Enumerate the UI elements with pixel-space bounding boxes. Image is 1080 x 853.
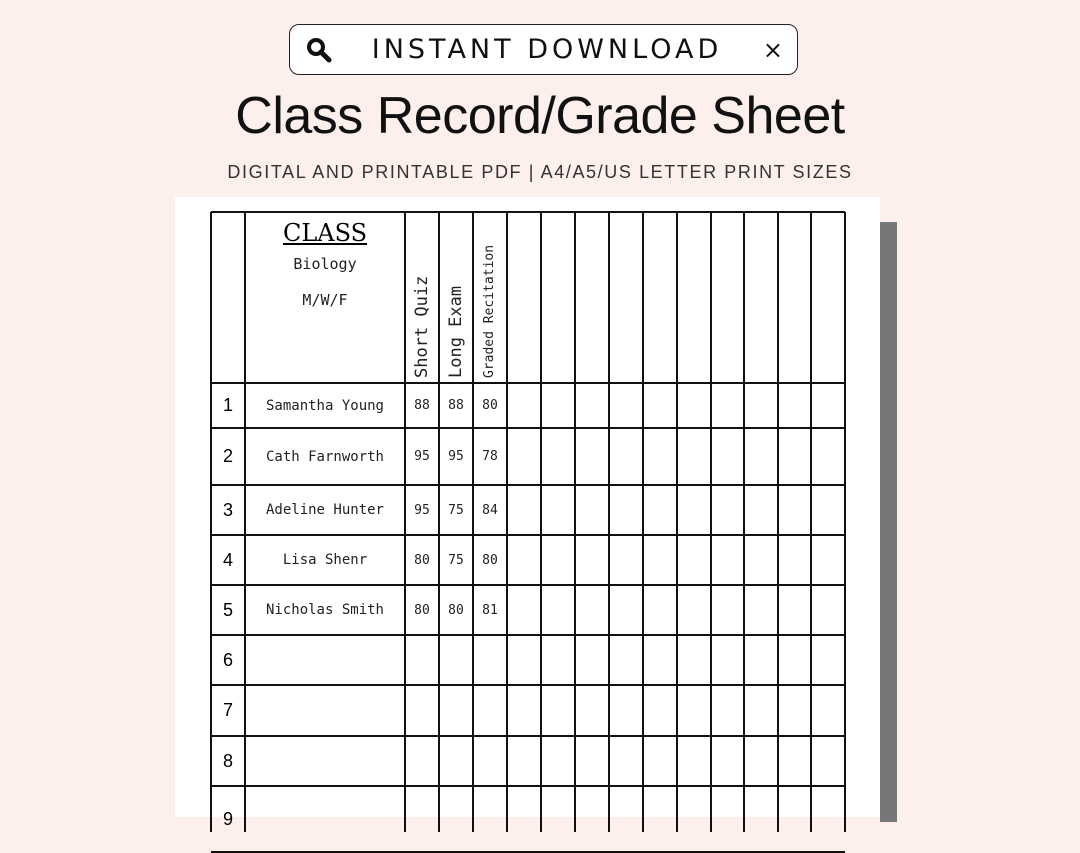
score-cell[interactable] (439, 736, 473, 786)
grid-line (438, 212, 440, 832)
row-number: 8 (222, 750, 233, 771)
score-cell[interactable]: 78 (482, 449, 498, 464)
score-cell[interactable] (439, 635, 473, 685)
score-cell[interactable] (405, 685, 439, 736)
class-label: CLASS (282, 219, 368, 247)
grid-line (211, 427, 845, 429)
row-number: 2 (222, 446, 233, 466)
subject: Biology (293, 255, 357, 273)
student-name[interactable] (245, 685, 405, 736)
score-cell[interactable] (405, 635, 439, 685)
grid-line (506, 212, 508, 832)
score-cell[interactable]: 95 (414, 502, 430, 518)
grid-line (810, 212, 812, 832)
score-cell[interactable]: 75 (448, 502, 464, 518)
grid-line (211, 684, 845, 686)
student-name[interactable]: Lisa Shenr (282, 552, 368, 568)
score-cell[interactable]: 80 (414, 552, 430, 568)
instant-download-banner: INSTANT DOWNLOAD × (289, 24, 798, 75)
score-cell[interactable]: 80 (448, 602, 464, 618)
score-cell[interactable] (473, 685, 507, 736)
sheet-shadow (880, 222, 897, 822)
score-cell[interactable]: 75 (448, 552, 464, 568)
grid-line (211, 534, 845, 536)
grid-line (642, 212, 644, 832)
score-cell[interactable] (405, 736, 439, 786)
student-name[interactable] (245, 635, 405, 685)
row-number: 6 (222, 649, 233, 670)
score-cell[interactable]: 95 (448, 449, 464, 464)
grid-line (777, 212, 779, 832)
score-cell[interactable]: 84 (482, 502, 498, 518)
grid-line (404, 212, 406, 832)
grid-line (211, 785, 845, 787)
grid-line (211, 634, 845, 636)
score-cell[interactable] (473, 786, 507, 852)
page-title: Class Record/Grade Sheet (235, 87, 845, 145)
student-name[interactable]: Cath Farnworth (265, 448, 384, 465)
column-header: Graded Recitation (482, 244, 497, 378)
score-cell[interactable] (405, 786, 439, 852)
grid-line (211, 735, 845, 737)
score-cell[interactable]: 95 (414, 449, 430, 464)
column-header: Long Exam (446, 285, 466, 378)
grid-line (211, 484, 845, 486)
row-number: 9 (222, 808, 233, 829)
grid-line (472, 212, 474, 832)
student-name[interactable]: Adeline Hunter (265, 502, 384, 518)
student-name[interactable] (245, 786, 405, 852)
row-number: 3 (222, 499, 233, 520)
row-number: 1 (222, 395, 233, 415)
row-number: 7 (222, 700, 233, 720)
grid-line (540, 212, 542, 832)
schedule: M/W/F (302, 291, 348, 309)
search-icon (307, 38, 332, 63)
grid-line (210, 212, 212, 832)
score-cell[interactable] (439, 685, 473, 736)
grid-line (574, 212, 576, 832)
score-cell[interactable]: 81 (482, 602, 498, 618)
grid-line (608, 212, 610, 832)
score-cell[interactable] (473, 635, 507, 685)
score-cell[interactable] (439, 786, 473, 852)
score-cell[interactable]: 88 (448, 398, 464, 413)
row-number: 5 (222, 599, 233, 620)
score-cell[interactable]: 80 (482, 398, 498, 413)
score-cell[interactable]: 88 (414, 398, 430, 413)
grid-line (211, 211, 845, 213)
student-name[interactable]: Nicholas Smith (265, 602, 384, 618)
grid-line (211, 382, 845, 384)
row-number: 4 (222, 549, 233, 570)
grade-sheet (175, 197, 880, 817)
banner-label: INSTANT DOWNLOAD (371, 34, 723, 65)
grid-line (844, 212, 846, 832)
grid-line (710, 212, 712, 832)
student-name[interactable] (245, 736, 405, 786)
grid-line (676, 212, 678, 832)
subtitle: DIGITAL AND PRINTABLE PDF | A4/A5/US LET… (227, 162, 853, 182)
grid-line (743, 212, 745, 832)
close-icon: × (762, 36, 783, 64)
student-name[interactable]: Samantha Young (265, 397, 384, 414)
score-cell[interactable] (473, 736, 507, 786)
score-cell[interactable]: 80 (414, 602, 430, 618)
grid-line (211, 584, 845, 586)
score-cell[interactable]: 80 (482, 552, 498, 568)
column-header: Short Quiz (412, 275, 432, 378)
grid-line (244, 212, 246, 832)
